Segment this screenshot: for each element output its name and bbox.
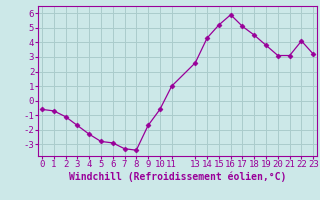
X-axis label: Windchill (Refroidissement éolien,°C): Windchill (Refroidissement éolien,°C) (69, 172, 286, 182)
